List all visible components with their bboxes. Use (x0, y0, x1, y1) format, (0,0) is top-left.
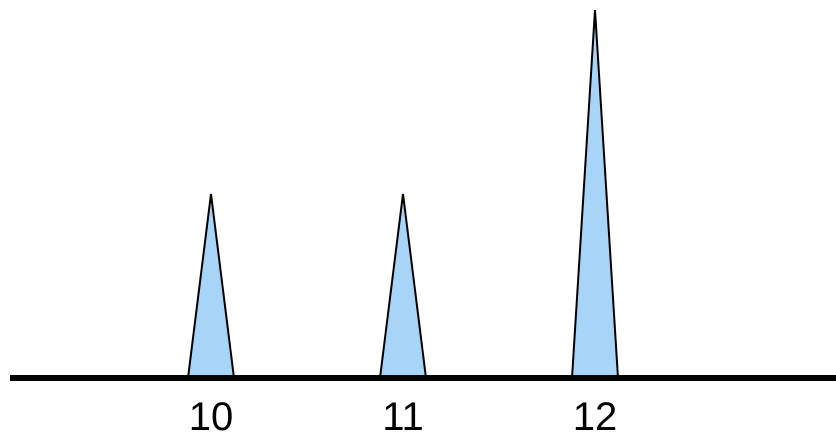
x-tick-label-12: 12 (573, 395, 618, 439)
spike-12 (570, 9, 620, 379)
spike-11 (378, 193, 428, 379)
spike-10 (186, 193, 236, 379)
x-tick-label-11: 11 (382, 395, 424, 439)
x-tick-label-10: 10 (189, 395, 234, 439)
spike-marks (186, 9, 620, 379)
x-tick-labels: 10 11 12 (189, 395, 618, 439)
